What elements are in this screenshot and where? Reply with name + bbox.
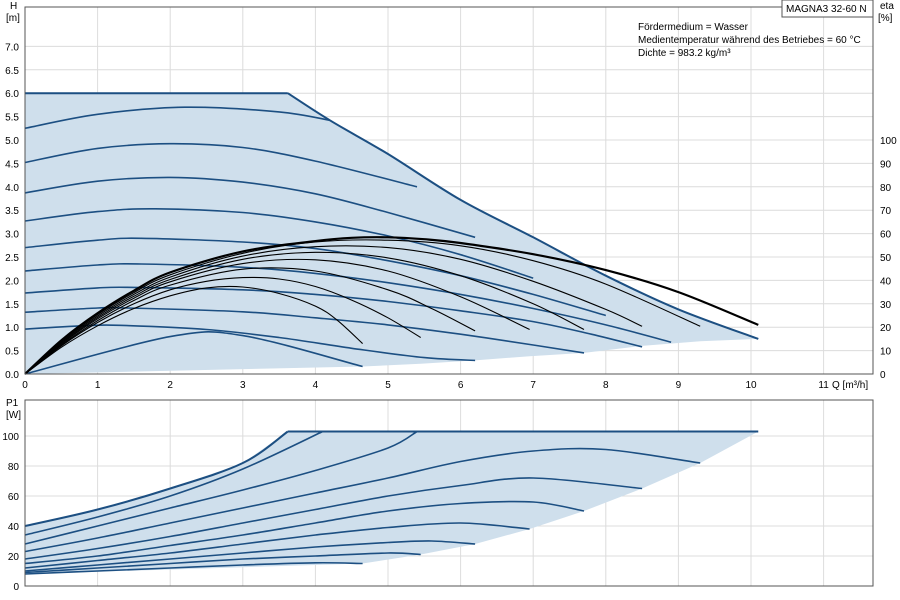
info-density: Dichte = 983.2 kg/m³	[638, 48, 731, 59]
power-tick-label: 0	[13, 582, 19, 593]
eta-tick-label: 20	[880, 323, 892, 334]
y-tick-label: 3.5	[5, 206, 19, 217]
eta-tick-label: 80	[880, 183, 892, 194]
product-label: MAGNA3 32-60 N	[786, 4, 867, 15]
eta-tick-label: 90	[880, 159, 892, 170]
power-curve-3	[24, 430, 418, 545]
head-envelope-area	[25, 93, 759, 374]
eta-tick-label: 70	[880, 206, 892, 217]
eta-tick-label: 10	[880, 347, 892, 358]
eta-tick-label: 30	[880, 300, 892, 311]
x-tick-label: 4	[313, 380, 319, 391]
head-curve-3	[24, 176, 476, 239]
y-tick-label: 0.0	[5, 370, 19, 381]
efficiency-curve-1	[24, 236, 759, 375]
info-medium: Fördermedium = Wasser	[638, 22, 749, 33]
y-tick-label: 7.0	[5, 42, 19, 53]
power-curve-9	[24, 552, 421, 574]
x-tick-label: 6	[458, 380, 464, 391]
efficiency-curve-6	[24, 267, 476, 375]
x-tick-label: 9	[676, 380, 682, 391]
head-curve-10	[24, 331, 363, 375]
eta-axis-unit: [%]	[878, 13, 893, 24]
head-curve-6	[24, 263, 672, 343]
head-curve-5	[24, 237, 607, 317]
eta-tick-label: 0	[880, 370, 886, 381]
product-label-box	[781, 0, 874, 18]
efficiency-curve-3	[24, 245, 643, 375]
head-curve-1	[24, 106, 331, 130]
efficiency-curve-5	[24, 258, 530, 375]
power-curve-5	[24, 477, 643, 560]
eta-y-ticks: 0 10 20 30 40 50 60 70 80 90 100	[880, 136, 897, 381]
power-tick-label: 80	[8, 462, 20, 473]
eta-tick-label: 100	[880, 136, 897, 147]
eta-tick-label: 60	[880, 230, 892, 241]
power-curves	[24, 430, 759, 575]
y-tick-label: 1.0	[5, 323, 19, 334]
y-tick-label: 6.5	[5, 66, 19, 77]
head-envelope-border	[25, 92, 759, 340]
power-curve-7	[24, 522, 530, 569]
y-tick-label: 2.5	[5, 253, 19, 264]
eta-tick-label: 40	[880, 276, 892, 287]
efficiency-curve-2	[24, 239, 701, 375]
y-tick-label: 2.0	[5, 276, 19, 287]
efficiency-curve-8	[24, 285, 363, 375]
y-tick-label: 4.5	[5, 159, 19, 170]
power-curve-2	[24, 430, 324, 536]
x-tick-label: 3	[240, 380, 246, 391]
x-tick-label: 0	[22, 380, 28, 391]
flow-axis-label: Q [m³/h]	[832, 380, 868, 391]
y-tick-label: 5.0	[5, 136, 19, 147]
power-chart: 0 20 40 60 80 100 P1 [W]	[2, 398, 874, 593]
y-tick-label: 6.0	[5, 89, 19, 100]
power-curve-10	[24, 561, 363, 575]
x-tick-label: 8	[603, 380, 609, 391]
power-tick-label: 20	[8, 552, 20, 563]
y-tick-label: 4.0	[5, 183, 19, 194]
y-tick-label: 1.5	[5, 300, 19, 311]
power-tick-label: 100	[2, 432, 19, 443]
head-curve-4	[24, 207, 534, 279]
head-curve-2	[24, 142, 418, 188]
power-curve-8	[24, 540, 476, 572]
head-axis-label: H	[10, 1, 17, 12]
y-tick-label: 3.0	[5, 230, 19, 241]
power-tick-label: 40	[8, 522, 20, 533]
x-tick-label: 5	[385, 380, 391, 391]
head-chart-frame	[24, 6, 874, 375]
x-tick-label: 1	[95, 380, 101, 391]
power-curve-6	[24, 500, 585, 565]
x-tick-label: 10	[745, 380, 757, 391]
power-curve-4	[24, 447, 701, 553]
power-tick-label: 60	[8, 492, 20, 503]
power-axis-label: P1	[6, 398, 19, 409]
power-axis-unit: [W]	[6, 410, 21, 421]
head-axis-unit: [m]	[6, 13, 20, 24]
head-x-ticks: 0 1 2 3 4 5 6 7 8 9 10 11	[22, 380, 829, 391]
efficiency-curve-7	[24, 276, 421, 375]
power-envelope-area	[25, 431, 759, 574]
power-curve-1	[24, 430, 289, 527]
eta-axis-label: eta	[880, 1, 894, 12]
y-tick-label: 5.5	[5, 113, 19, 124]
power-y-ticks: 0 20 40 60 80 100	[2, 432, 19, 593]
head-curve-7	[24, 286, 643, 348]
eta-tick-label: 50	[880, 253, 892, 264]
head-chart: 0 1 2 3 4 5 6 7 8 9 10 11 0.0 0.5 1.0 1.5 2.0 2.5 3.0 3.5 4…	[5, 0, 897, 391]
efficiency-curve-4	[24, 251, 585, 375]
y-tick-label: 0.5	[5, 347, 19, 358]
efficiency-curves	[24, 236, 759, 375]
head-y-ticks: 0.0 0.5 1.0 1.5 2.0 2.5 3.0 3.5 4.0 4.5 5.0 5.5 6.0 6…	[5, 42, 19, 381]
power-chart-frame	[24, 399, 874, 587]
x-tick-label: 2	[167, 380, 173, 391]
info-temperature: Medientemperatur während des Betriebes =…	[638, 35, 861, 46]
x-tick-label: 11	[818, 380, 829, 391]
x-tick-label: 7	[530, 380, 536, 391]
